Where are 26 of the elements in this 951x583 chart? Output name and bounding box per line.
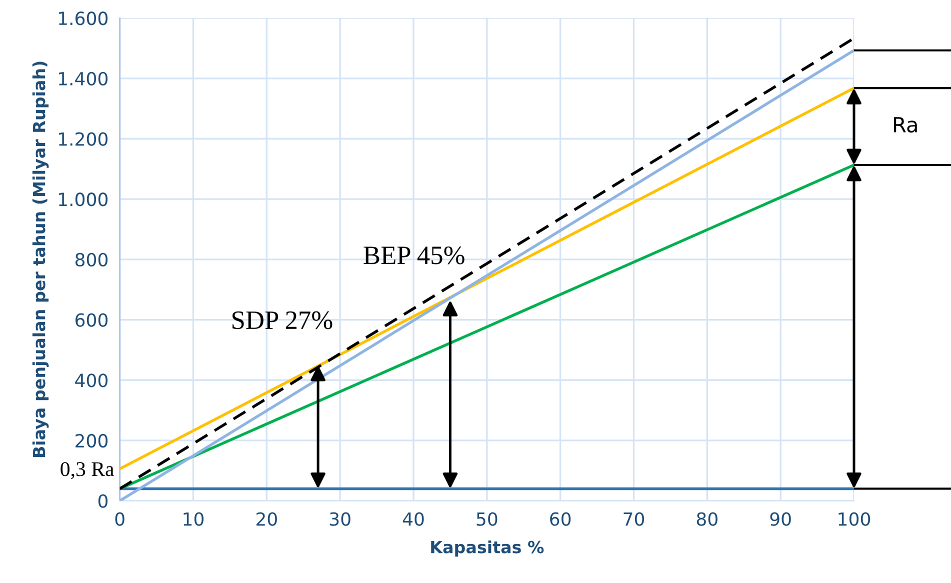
x-tick-label: 20 [256, 512, 277, 526]
y-tick-label: 400 [75, 374, 108, 388]
y-axis-title: Biaya penjualan per tahun (Milyar Rupiah) [32, 62, 49, 458]
x-tick-label: 40 [402, 512, 424, 526]
y-tick-label: 800 [75, 252, 108, 267]
x-tick-label: 50 [476, 512, 498, 526]
y-tick-label: 1.000 [59, 192, 108, 206]
text: 0,3 Ra [60, 462, 114, 480]
x-tick-label: 80 [696, 512, 718, 526]
x-axis-title: Kapasitas % [431, 540, 544, 557]
y-tick-label: 600 [76, 313, 108, 327]
y-tick-label: 200 [76, 434, 108, 448]
x-tick-label: 90 [770, 512, 791, 526]
annotation: BEP 45% [364, 246, 464, 264]
x-tick-label: 70 [624, 512, 644, 526]
x-tick-label: 10 [184, 512, 204, 526]
y-tick-label: 1.200 [59, 132, 108, 146]
x-tick-label: 30 [330, 512, 350, 526]
y-tick-label: 1.600 [59, 12, 108, 26]
annotation: SDP 27% [232, 311, 332, 330]
x-tick-label: 100 [838, 512, 870, 526]
text: Ra [894, 117, 917, 133]
y-tick-label: 1.400 [59, 72, 108, 86]
y-tick-label: 0 [98, 494, 108, 508]
x-tick-label: 60 [550, 512, 571, 526]
x-tick-label: 0 [115, 512, 124, 526]
